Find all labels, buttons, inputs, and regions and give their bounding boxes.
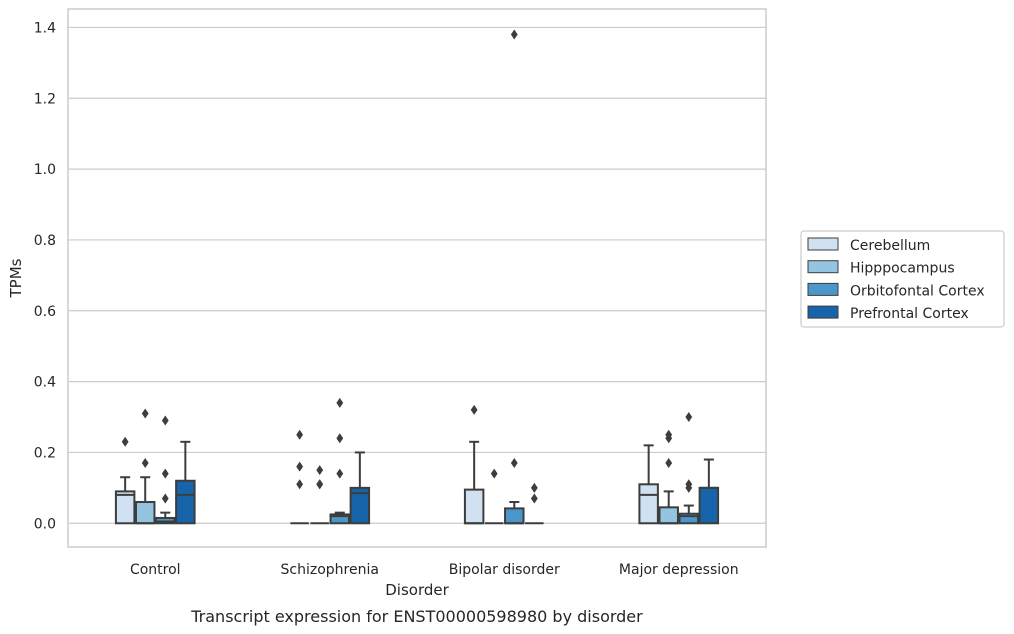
x-tick-label: Bipolar disorder <box>449 562 560 578</box>
outlier-point <box>336 468 344 479</box>
iqr-box <box>698 486 720 525</box>
outlier-point <box>161 468 169 479</box>
legend-frame <box>800 230 1005 328</box>
outlier-point <box>121 436 129 447</box>
x-axis-ticks: Control Schizophrenia Bipolar disorder Majo… <box>130 562 739 578</box>
y-tick-label: 0.2 <box>34 445 56 461</box>
y-axis-label: TPMs <box>7 258 25 298</box>
box-cerebellum <box>463 404 485 525</box>
y-tick-label: 0.4 <box>34 375 56 391</box>
outlier-point <box>296 479 304 490</box>
outlier-point <box>141 408 149 419</box>
box-prefrontal-cortex <box>698 458 720 525</box>
boxes <box>114 29 720 525</box>
box-orbitofontal-cortex <box>678 412 700 525</box>
box-orbitofontal-cortex <box>329 397 351 525</box>
iqr-box <box>175 479 196 525</box>
y-tick-label: 0.0 <box>34 516 56 532</box>
box-cerebellum <box>290 429 309 525</box>
legend-swatch <box>807 282 839 296</box>
outlier-point <box>470 404 478 415</box>
legend-swatch <box>807 305 839 319</box>
x-tick-label: Schizophrenia <box>281 562 379 578</box>
outlier-point <box>530 482 538 493</box>
outlier-point <box>336 397 344 408</box>
iqr-box <box>329 513 351 525</box>
x-tick-label: Major depression <box>619 562 739 578</box>
outlier-point <box>665 429 673 440</box>
box-prefrontal-cortex <box>349 451 371 525</box>
box-cerebellum <box>114 436 136 525</box>
legend: Cerebellum Hipppocampus Orbitofontal Corte… <box>800 230 1005 328</box>
box-hipppocampus <box>310 465 329 525</box>
box-prefrontal-cortex <box>525 482 544 525</box>
outlier-point <box>490 468 498 479</box>
box-orbitofontal-cortex <box>504 29 525 525</box>
iqr-box <box>114 490 136 525</box>
outlier-point <box>530 493 538 504</box>
y-axis-ticks: 0.0 0.2 0.4 0.6 0.8 1.0 1.2 1.4 <box>34 20 56 532</box>
outlier-point <box>161 493 169 504</box>
outlier-point <box>685 412 693 423</box>
box-hipppocampus <box>134 408 156 525</box>
outlier-point <box>336 433 344 444</box>
iqr-box <box>134 501 156 525</box>
plot-frame <box>67 8 767 548</box>
box-hipppocampus <box>484 468 504 525</box>
legend-label: Hipppocampus <box>850 261 955 277</box>
outlier-point <box>296 429 304 440</box>
y-tick-label: 1.4 <box>34 20 56 36</box>
iqr-box <box>463 488 485 525</box>
box-hipppocampus <box>658 429 679 525</box>
chart-caption: Transcript expression for ENST0000059898… <box>190 607 643 626</box>
outlier-point <box>685 479 693 490</box>
iqr-box <box>678 512 700 525</box>
legend-label: Orbitofontal Cortex <box>850 283 985 299</box>
outlier-point <box>296 461 304 472</box>
iqr-box <box>504 507 525 525</box>
y-tick-label: 0.8 <box>34 233 56 249</box>
box-cerebellum <box>638 444 659 525</box>
box-prefrontal-cortex <box>175 440 196 525</box>
outlier-point <box>510 29 518 40</box>
y-tick-label: 1.2 <box>34 91 56 107</box>
x-tick-label: Control <box>130 562 181 578</box>
legend-swatch <box>807 260 839 274</box>
legend-label: Prefrontal Cortex <box>850 306 969 322</box>
legend-swatch <box>807 237 839 251</box>
outlier-point <box>665 458 673 469</box>
grid-lines <box>68 26 766 524</box>
iqr-box <box>349 486 371 525</box>
iqr-box <box>658 506 679 525</box>
x-axis-label: Disorder <box>385 581 449 599</box>
legend-label: Cerebellum <box>850 238 930 254</box>
y-tick-label: 1.0 <box>34 162 56 178</box>
outlier-point <box>161 415 169 426</box>
outlier-point <box>141 458 149 469</box>
box-orbitofontal-cortex <box>155 415 176 525</box>
outlier-point <box>316 479 324 490</box>
y-tick-label: 0.6 <box>34 304 56 320</box>
iqr-box <box>638 483 659 525</box>
outlier-point <box>510 458 518 469</box>
outlier-point <box>316 465 324 476</box>
